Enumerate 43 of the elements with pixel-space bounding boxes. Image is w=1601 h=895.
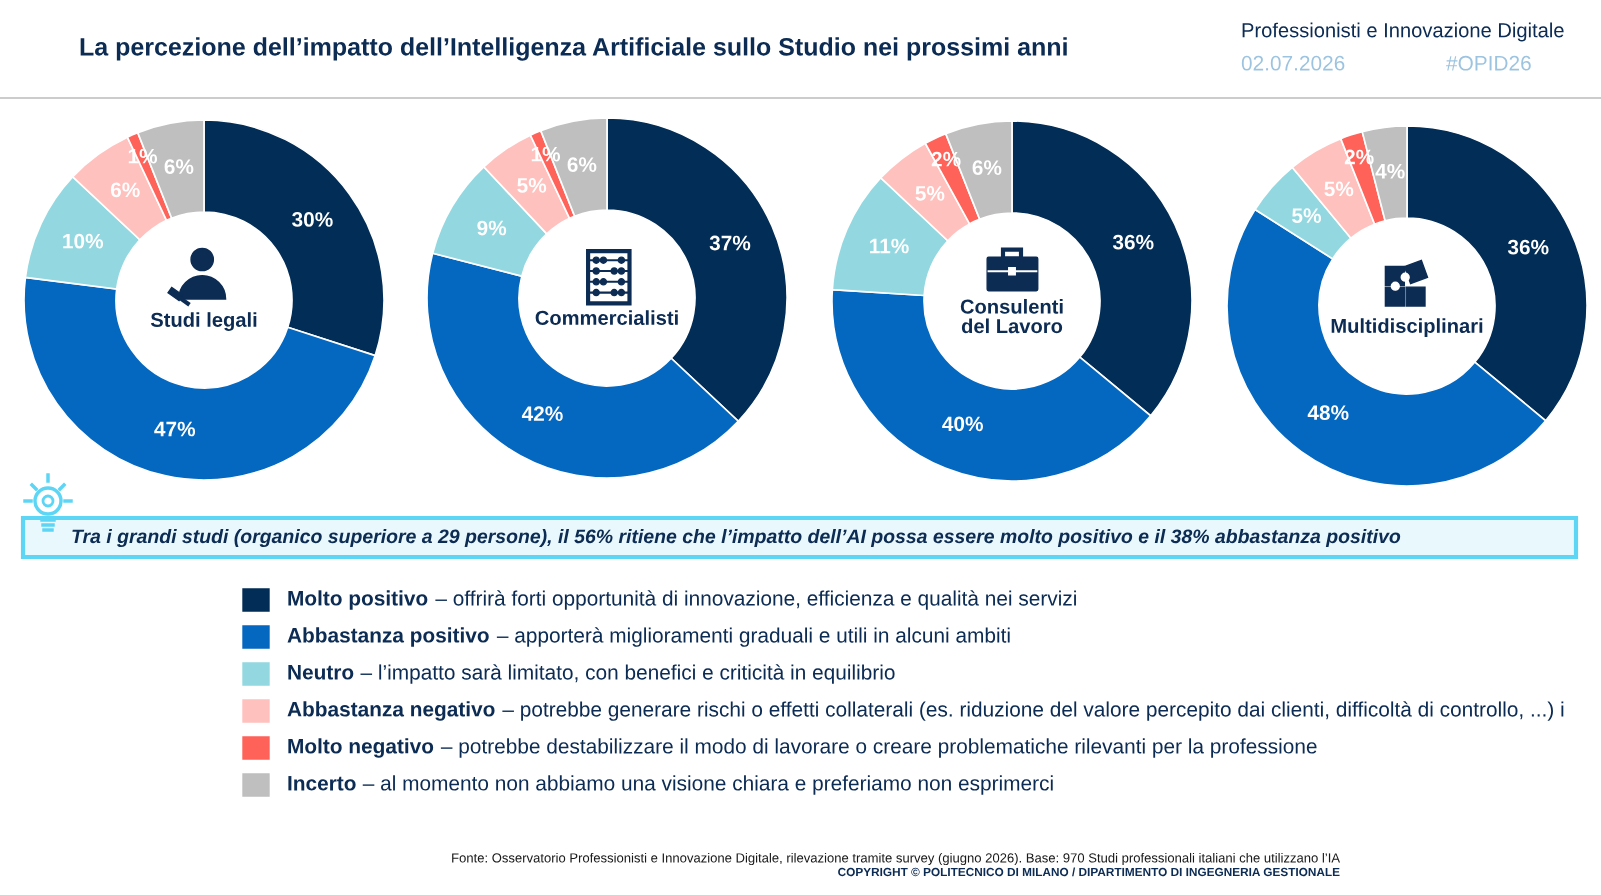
data-label: 5% [1324, 181, 1354, 197]
data-label: 5% [517, 178, 547, 193]
text: #OPID26 [1446, 55, 1531, 71]
text: COPYRIGHT © POLITECNICO DI MILANO / DIPARTIMENTO DI INGEGNERIA GESTIONALE [838, 867, 1340, 877]
legend-label: Molto positivo [288, 590, 428, 610]
data-label: 4% [1375, 163, 1405, 179]
data-label: 6% [972, 160, 1002, 175]
data-label: 6% [567, 157, 597, 172]
legend-label: Molto negativo [288, 738, 434, 758]
data-label: 6% [164, 159, 194, 174]
data-label: 40% [942, 416, 983, 432]
text: Consulenti del Lavoro [960, 298, 1063, 334]
text: – al momento non abbiamo una visione chiara e preferiamo non esprimerci [362, 775, 1053, 795]
data-label: 42% [521, 406, 563, 421]
data-label: 11% [870, 238, 909, 254]
data-label: 10% [63, 233, 104, 249]
text: Professionisti e Innovazione Digitale [1242, 22, 1564, 42]
legend-label: Incerto [288, 776, 356, 791]
data-label: 6% [110, 182, 140, 198]
data-label: 47% [154, 421, 196, 437]
text: Studi legali [150, 312, 257, 332]
text: – potrebbe generare rischi o effetti collaterali (es. riduzione del valore percepito dai clienti, difficoltà di controllo, ...) i [502, 701, 1564, 721]
data-label: 48% [1307, 405, 1349, 420]
data-label: 5% [915, 186, 945, 201]
text: – offrirà forti opportunità di innovazione, efficienza e qualità nei servizi [435, 590, 1076, 610]
text: – apporterà miglioramenti graduali e utili in alcuni ambiti [496, 627, 1010, 647]
data-label: 5% [1292, 208, 1321, 223]
data-label: 36% [1112, 234, 1154, 250]
source-note: Fonte: Osservatorio Professionisti e Innovazione Digitale, rilevazione tramite survey (giugno 2026). Base: 970 Studi professionali italiani che utilizzano l’IA [452, 852, 1341, 866]
legend-label: Neutro [288, 665, 354, 680]
text: – potrebbe destabilizzare il modo di lavorare o creare problematiche rilevanti per la professione [440, 738, 1317, 758]
text: Tra i grandi studi (organico superiore a 29 persone), il 56% ritiene che l’impatto dell’AI possa essere molto positivo e il 38% abbastanza positivo [72, 528, 1401, 548]
data-label: 37% [709, 235, 751, 251]
data-label: 9% [477, 220, 507, 236]
legend-label: Abbastanza negativo [287, 701, 495, 721]
text: – l’impatto sarà limitato, con benefici e criticità in equilibrio [360, 664, 895, 684]
data-label: 30% [292, 212, 333, 227]
text: Commercialisti [535, 310, 678, 326]
text: La percezione dell’impatto dell’Intelligenza Artificiale sullo Studio nei prossimi anni [80, 37, 1067, 61]
data-label: 36% [1507, 239, 1549, 255]
text: Multidisciplinari [1331, 318, 1483, 337]
legend-label: Abbastanza positivo [287, 627, 489, 647]
text: 02.07.2026 [1241, 55, 1345, 71]
